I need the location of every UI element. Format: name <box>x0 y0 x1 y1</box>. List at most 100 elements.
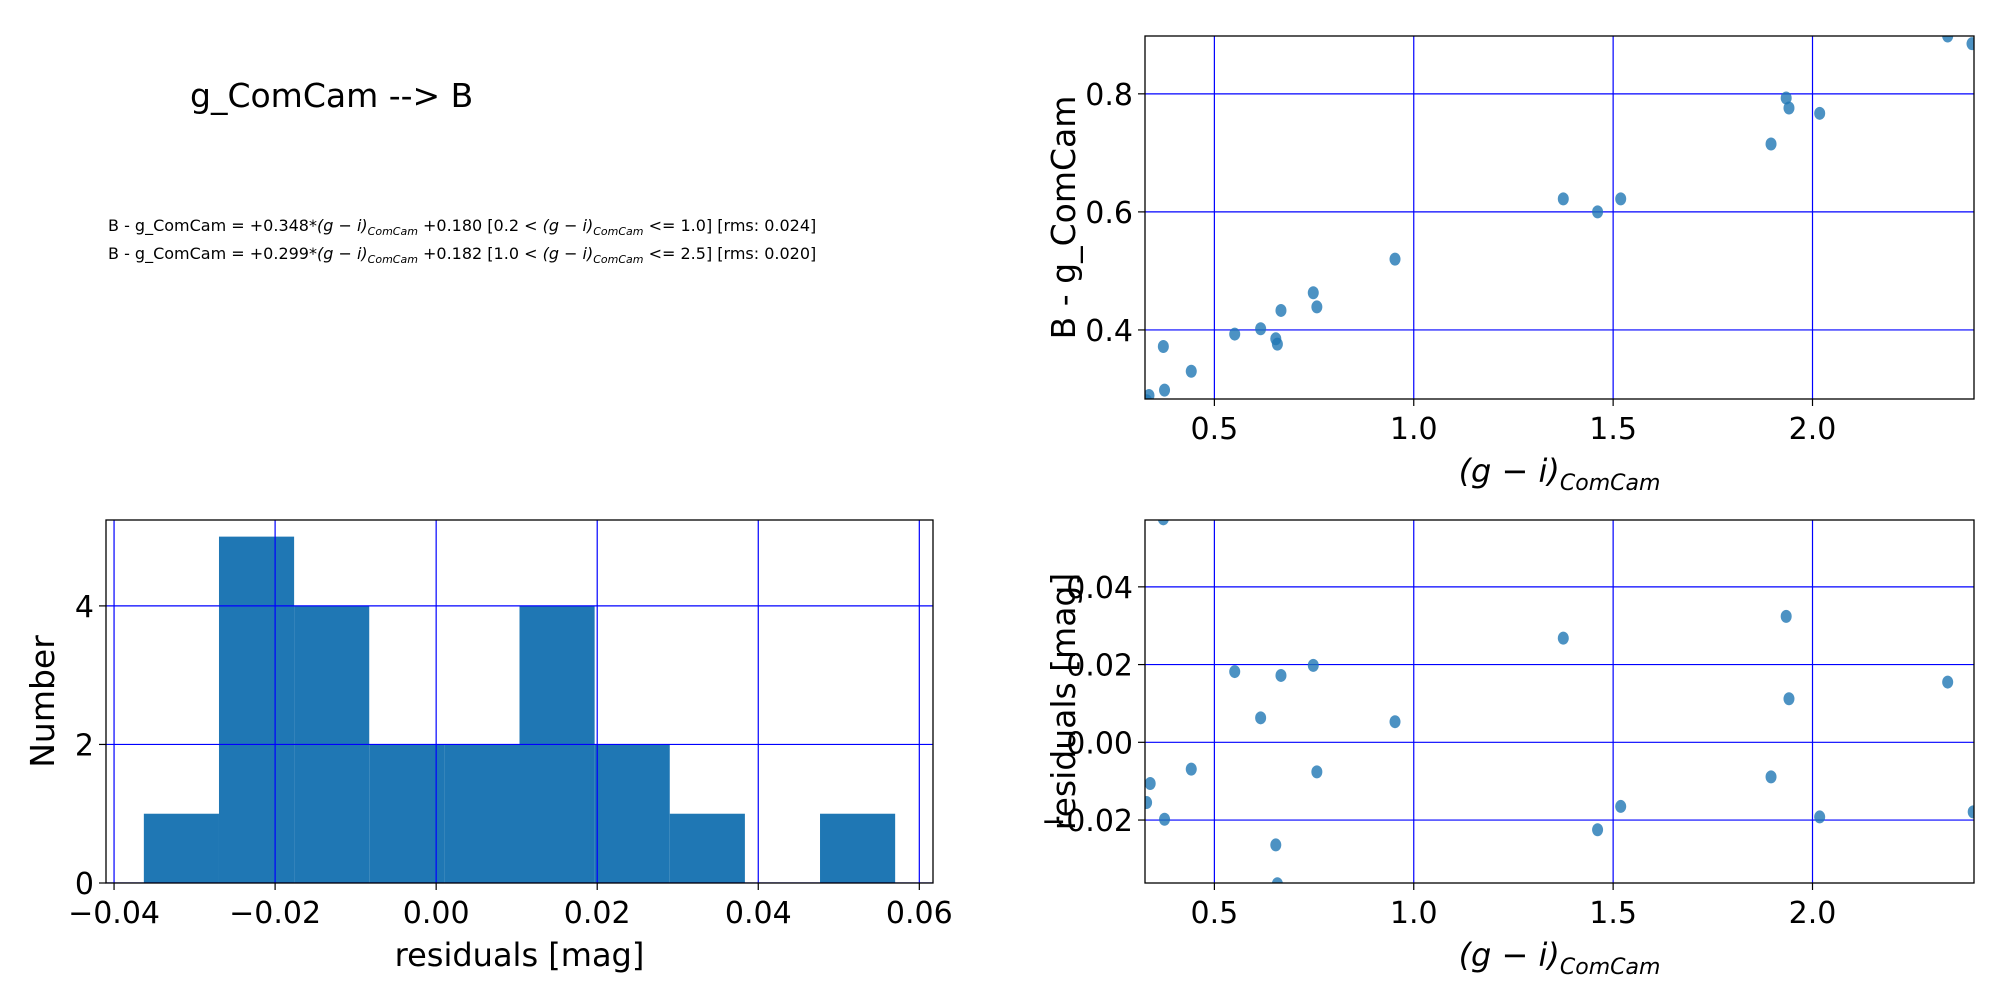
eq1-range-color: (g − i) <box>542 216 594 235</box>
x-axis-label-sub: ComCam <box>1560 471 1661 496</box>
x-tick-label: 1.0 <box>1390 896 1438 931</box>
data-point <box>1145 777 1156 791</box>
equation-line-2: B - g_ComCam = +0.299*(g − i)ComCam +0.1… <box>108 243 816 271</box>
x-axis-label: (g − i)ComCam <box>1459 936 1661 980</box>
x-tick-label: 0.04 <box>725 896 792 931</box>
eq2-lhs: B - g_ComCam = +0.299* <box>108 244 317 264</box>
fit-equations: B - g_ComCam = +0.348*(g − i)ComCam +0.1… <box>108 215 816 271</box>
color-term-axes: 0.5 1.0 1.5 2.0 0.4 0.6 0.8 (g − i)ComCam B - g_… <box>1044 35 1975 496</box>
y-tick-label: 0.4 <box>1085 314 1133 349</box>
y-tick-label: 0.00 <box>1066 726 1133 761</box>
data-point <box>1966 37 1974 51</box>
data-point <box>1145 796 1153 810</box>
x-tick-label: −0.02 <box>229 896 321 931</box>
data-point <box>1942 36 1954 43</box>
data-point <box>1229 665 1241 679</box>
data-point <box>1765 770 1777 784</box>
x-axis-label-sub: ComCam <box>1560 955 1661 980</box>
y-tick-label: 2 <box>75 728 94 763</box>
y-tick-label: 0.04 <box>1066 571 1133 606</box>
y-tick-label: 0 <box>75 867 94 902</box>
eq2-range-color: (g − i) <box>542 244 594 264</box>
x-tick-label: 0.00 <box>403 896 470 931</box>
residuals-axes: 0.5 1.0 1.5 2.0 −0.02 0.00 0.02 0.04 (g − i)ComC… <box>1041 519 1975 980</box>
x-tick-label: 0.02 <box>564 896 631 931</box>
data-point <box>1157 339 1169 353</box>
data-point <box>1389 252 1401 266</box>
x-axis-label-main: (g − i) <box>1459 936 1560 974</box>
data-point <box>1389 715 1401 729</box>
data-point <box>1159 383 1171 397</box>
residual-hist-axes: −0.04 −0.02 0.00 0.02 0.04 0.06 0 2 4 residuals [… <box>23 519 953 974</box>
histogram-bar <box>143 813 219 883</box>
eq1-tail: <= 1.0] [rms: 0.024] <box>643 216 817 235</box>
plot-area <box>1145 36 1974 399</box>
data-point <box>1271 337 1283 351</box>
equation-line-1: B - g_ComCam = +0.348*(g − i)ComCam +0.1… <box>108 215 816 243</box>
data-point <box>1307 286 1319 300</box>
x-axis-label: (g − i)ComCam <box>1459 452 1661 496</box>
eq2-tail: <= 2.5] [rms: 0.020] <box>643 244 817 264</box>
x-tick-label: 0.5 <box>1191 412 1239 447</box>
y-tick-label: 4 <box>75 590 94 625</box>
data-point <box>1942 675 1954 689</box>
x-tick-label: 2.0 <box>1789 412 1837 447</box>
x-axis-label: residuals [mag] <box>395 936 645 974</box>
histogram-bar <box>820 813 896 883</box>
data-point <box>1271 877 1283 883</box>
x-tick-label: 0.5 <box>1191 896 1239 931</box>
histogram-bar <box>444 744 520 883</box>
eq1-sub: ComCam <box>367 225 418 239</box>
x-tick-label: 1.0 <box>1390 412 1438 447</box>
y-tick-label: 0.6 <box>1085 196 1133 231</box>
eq1-lhs: B - g_ComCam = +0.348* <box>108 216 317 235</box>
data-point <box>1275 668 1287 682</box>
data-point <box>1967 805 1974 819</box>
eq1-color: (g − i) <box>316 216 368 235</box>
data-point <box>1783 692 1795 706</box>
data-point <box>1557 192 1569 206</box>
axes-frame <box>1144 35 1975 400</box>
data-point <box>1229 327 1241 341</box>
data-point <box>1307 658 1319 672</box>
data-point <box>1783 101 1795 115</box>
data-point <box>1270 838 1282 852</box>
eq2-mid: +0.182 [1.0 < <box>417 244 543 264</box>
histogram-bar <box>594 744 670 883</box>
data-point <box>1592 823 1604 837</box>
data-point <box>1255 711 1267 725</box>
y-tick-label: −0.02 <box>1041 804 1133 839</box>
eq1-mid: +0.180 [0.2 < <box>417 216 543 235</box>
histogram-bar <box>669 813 745 883</box>
eq2-range-sub: ComCam <box>593 253 644 267</box>
plot-area <box>106 520 933 883</box>
data-point <box>1145 388 1155 399</box>
figure-title: g_ComCam --> B <box>190 76 474 115</box>
x-tick-label: 1.5 <box>1589 896 1637 931</box>
data-point <box>1780 91 1792 105</box>
data-point <box>1185 762 1197 776</box>
data-point <box>1814 810 1826 824</box>
y-tick-label: 0.02 <box>1066 649 1133 684</box>
axes-frame <box>105 519 934 884</box>
y-axis-label: B - g_ComCam <box>1044 96 1083 340</box>
data-point <box>1814 106 1826 120</box>
plot-area <box>1145 520 1974 883</box>
x-tick-label: 2.0 <box>1789 896 1837 931</box>
data-point <box>1592 205 1604 219</box>
y-axis-label: Number <box>23 635 62 768</box>
data-point <box>1615 192 1627 206</box>
data-point <box>1159 812 1171 826</box>
data-point <box>1157 520 1169 526</box>
eq2-color: (g − i) <box>316 244 368 264</box>
eq1-range-sub: ComCam <box>593 225 644 239</box>
histogram-bar <box>369 744 445 883</box>
y-axis-label: residuals [mag] <box>1044 573 1083 831</box>
data-point <box>1765 137 1777 151</box>
data-point <box>1255 322 1267 336</box>
histogram-bar <box>218 536 295 883</box>
data-point <box>1780 609 1792 623</box>
x-tick-label: −0.04 <box>68 896 160 931</box>
data-point <box>1311 765 1323 779</box>
